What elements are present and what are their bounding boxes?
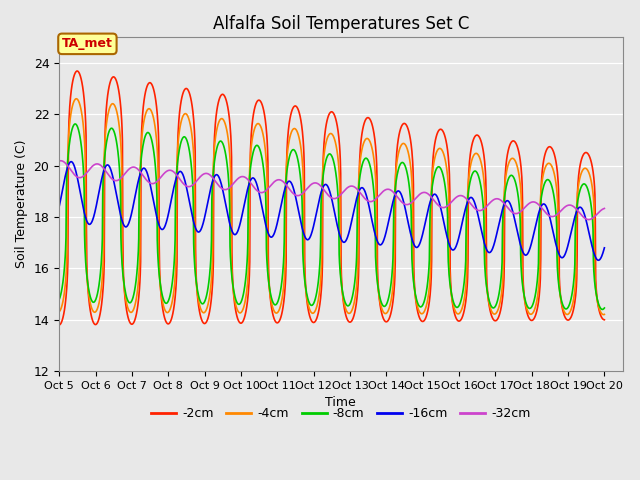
-2cm	[238, 320, 246, 326]
Line: -8cm: -8cm	[59, 124, 604, 310]
-16cm	[55, 204, 63, 210]
-2cm	[177, 100, 184, 106]
-2cm	[55, 322, 63, 328]
-4cm	[417, 311, 424, 316]
-32cm	[600, 205, 608, 211]
-4cm	[177, 120, 184, 126]
-8cm	[55, 297, 63, 302]
-2cm	[488, 313, 496, 319]
-2cm	[74, 68, 81, 74]
-2cm	[164, 321, 172, 326]
-8cm	[536, 206, 544, 212]
X-axis label: Time: Time	[326, 396, 356, 409]
-16cm	[488, 247, 496, 253]
-16cm	[536, 206, 544, 212]
-8cm	[238, 297, 246, 303]
-8cm	[598, 307, 606, 312]
Legend: -2cm, -4cm, -8cm, -16cm, -32cm: -2cm, -4cm, -8cm, -16cm, -32cm	[146, 402, 536, 425]
-8cm	[164, 300, 172, 305]
-32cm	[417, 191, 424, 196]
-4cm	[600, 312, 607, 317]
Title: Alfalfa Soil Temperatures Set C: Alfalfa Soil Temperatures Set C	[212, 15, 469, 33]
-4cm	[238, 309, 246, 314]
-8cm	[417, 304, 424, 310]
-16cm	[595, 257, 602, 263]
-4cm	[488, 309, 496, 314]
-32cm	[238, 174, 246, 180]
-32cm	[488, 198, 496, 204]
Line: -4cm: -4cm	[59, 99, 604, 314]
Line: -16cm: -16cm	[59, 162, 604, 260]
-32cm	[57, 158, 65, 164]
-2cm	[600, 317, 608, 323]
-16cm	[238, 214, 246, 219]
Text: TA_met: TA_met	[62, 37, 113, 50]
-8cm	[600, 305, 608, 311]
-8cm	[177, 140, 184, 146]
-4cm	[164, 310, 172, 315]
-32cm	[55, 158, 63, 164]
-16cm	[67, 159, 75, 165]
-4cm	[55, 309, 63, 314]
-8cm	[488, 304, 496, 310]
-2cm	[417, 317, 424, 323]
Line: -2cm: -2cm	[59, 71, 604, 325]
Y-axis label: Soil Temperature (C): Soil Temperature (C)	[15, 140, 28, 268]
-16cm	[417, 239, 424, 244]
-32cm	[584, 216, 592, 222]
-32cm	[177, 178, 184, 183]
-4cm	[536, 214, 544, 220]
-16cm	[600, 245, 608, 251]
Line: -32cm: -32cm	[59, 161, 604, 219]
-8cm	[71, 121, 79, 127]
-32cm	[536, 203, 544, 209]
-4cm	[72, 96, 80, 102]
-32cm	[164, 168, 172, 174]
-2cm	[536, 283, 544, 289]
-16cm	[177, 168, 184, 174]
-16cm	[164, 215, 172, 221]
-4cm	[600, 312, 608, 317]
